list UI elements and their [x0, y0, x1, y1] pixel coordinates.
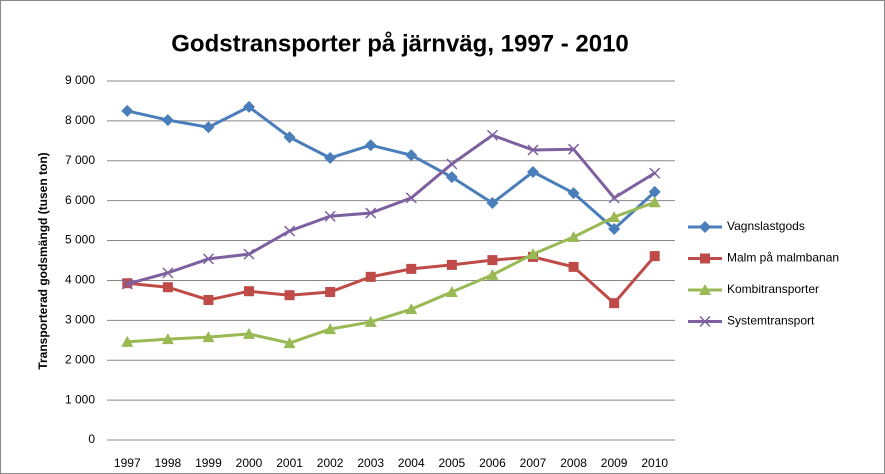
data-point — [567, 230, 580, 242]
data-point — [405, 192, 417, 204]
data-point — [486, 129, 498, 141]
data-point — [325, 287, 336, 298]
data-point — [486, 197, 499, 210]
series-line — [127, 200, 656, 345]
data-point — [202, 121, 215, 134]
data-point — [121, 335, 134, 347]
data-point — [568, 261, 579, 272]
legend-marker — [699, 315, 711, 328]
legend-label: Systemtransport — [727, 314, 815, 328]
data-point — [445, 286, 458, 298]
y-tick-label: 3 000 — [65, 313, 95, 327]
data-point — [243, 327, 255, 339]
data-point — [364, 315, 377, 327]
x-tick-label: 2008 — [560, 456, 587, 470]
x-tick-label: 2002 — [317, 456, 344, 470]
data-point — [649, 251, 660, 262]
data-point — [284, 225, 296, 237]
x-tick-label: 2010 — [641, 456, 668, 470]
data-point — [608, 192, 620, 204]
data-point — [243, 248, 255, 260]
legend-label: Malm på malmbanan — [727, 251, 839, 265]
data-point — [527, 144, 539, 156]
y-tick-label: 9 000 — [65, 73, 95, 87]
data-point — [203, 294, 214, 305]
data-point — [446, 259, 457, 270]
data-point — [283, 131, 296, 144]
y-tick-label: 1 000 — [65, 392, 95, 406]
y-tick-label: 7 000 — [65, 153, 95, 167]
data-point — [121, 104, 134, 117]
data-point — [568, 143, 580, 155]
data-point — [284, 290, 295, 301]
legend-label: Vagnslastgods — [727, 219, 805, 233]
data-point — [121, 278, 133, 290]
y-tick-label: 6 000 — [65, 193, 95, 207]
data-point — [324, 323, 337, 335]
data-point — [567, 187, 580, 200]
data-point — [608, 211, 621, 223]
y-tick-label: 8 000 — [65, 113, 95, 127]
data-point — [161, 333, 174, 345]
data-point — [243, 100, 255, 113]
data-point — [527, 248, 539, 260]
data-point — [609, 298, 620, 309]
data-point — [202, 253, 214, 265]
data-point — [446, 158, 458, 170]
x-tick-label: 2009 — [601, 456, 628, 470]
data-point — [365, 207, 377, 219]
data-point — [608, 222, 621, 235]
data-point — [649, 167, 661, 179]
y-tick-label: 4 000 — [65, 273, 95, 287]
legend-label: Kombitransporter — [727, 282, 819, 296]
data-point — [405, 303, 418, 315]
y-axis-label: Transporterad godsmängd (tusen ton) — [36, 152, 50, 369]
x-tick-label: 2001 — [276, 456, 303, 470]
data-point — [364, 139, 377, 152]
data-point — [486, 268, 499, 280]
data-point — [202, 331, 215, 343]
legend-marker — [699, 221, 711, 233]
legend-marker — [699, 284, 711, 295]
x-tick-label: 2003 — [357, 456, 384, 470]
data-point — [445, 171, 458, 184]
y-tick-label: 2 000 — [65, 352, 95, 366]
data-point — [365, 271, 376, 282]
data-point — [527, 165, 539, 178]
x-tick-label: 2005 — [439, 456, 466, 470]
chart-title: Godstransporter på järnväg, 1997 - 2010 — [171, 30, 629, 57]
data-point — [324, 151, 337, 164]
data-point — [324, 210, 336, 222]
data-point — [244, 286, 254, 297]
x-tick-label: 2006 — [479, 456, 506, 470]
x-tick-label: 1999 — [195, 456, 222, 470]
series-line — [126, 105, 656, 232]
y-tick-label: 5 000 — [65, 233, 95, 247]
data-point — [648, 196, 661, 208]
x-tick-label: 2007 — [520, 456, 547, 470]
data-point — [648, 185, 661, 198]
data-point — [406, 263, 417, 274]
x-tick-label: 2000 — [236, 456, 263, 470]
x-tick-label: 1997 — [114, 456, 141, 470]
y-tick-label: 0 — [88, 432, 95, 446]
x-tick-label: 2004 — [398, 456, 425, 470]
data-point — [405, 149, 418, 162]
data-point — [283, 337, 296, 349]
data-point — [162, 282, 173, 293]
series-line — [126, 133, 656, 286]
data-point — [487, 255, 498, 266]
legend-marker — [700, 253, 710, 264]
x-tick-label: 1998 — [155, 456, 182, 470]
data-point — [162, 267, 174, 279]
data-point — [161, 114, 174, 127]
series-line — [127, 255, 656, 306]
